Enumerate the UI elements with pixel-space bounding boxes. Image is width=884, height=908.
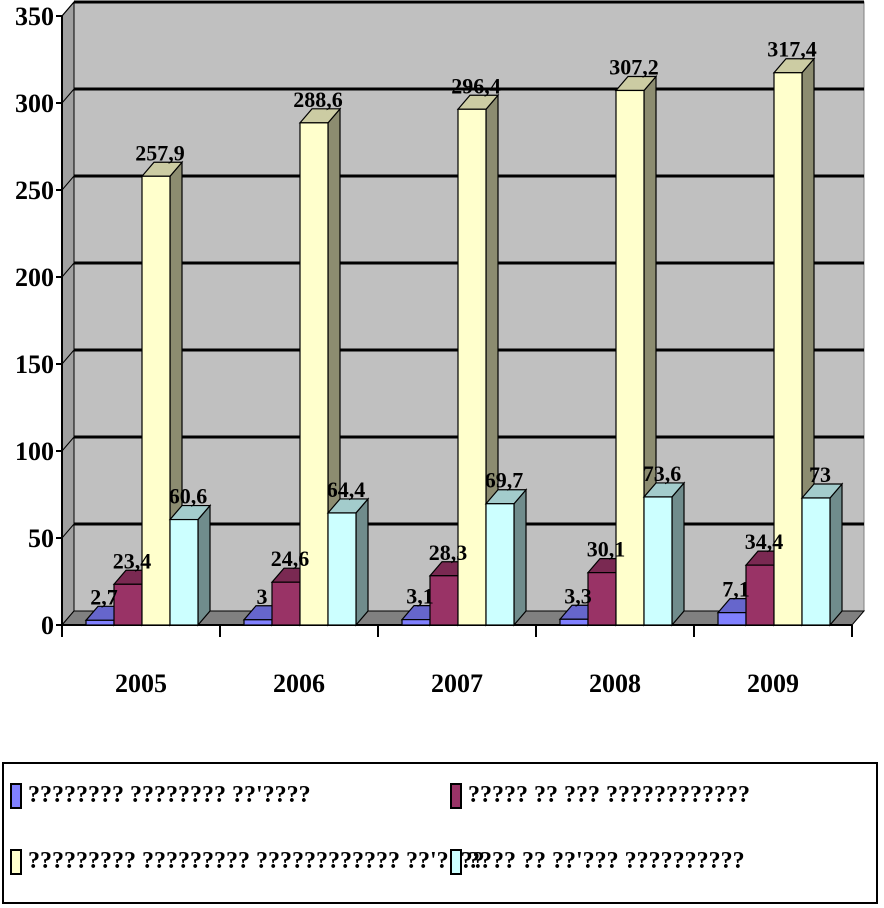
legend-swatch-series-3	[10, 848, 22, 875]
gridline-side	[61, 262, 75, 278]
y-tick-label: 0	[41, 611, 54, 640]
data-label: 60,6	[169, 484, 208, 509]
legend-item-series-1: ???????? ???????? ??'????	[10, 782, 311, 809]
bar-front	[169, 518, 199, 626]
bar	[456, 93, 500, 627]
data-label: 30,1	[587, 537, 626, 562]
x-tick-label: 2009	[747, 669, 799, 698]
bar-front	[745, 564, 775, 626]
data-label: 24,6	[271, 546, 310, 571]
bar-front	[327, 512, 357, 626]
y-tick-label: 300	[15, 89, 54, 118]
bar-side	[355, 497, 369, 627]
y-tick-label: 100	[15, 437, 54, 466]
bar-front	[299, 122, 329, 626]
bar-front	[271, 581, 301, 626]
legend: ???????? ???????? ??'???? ????? ?? ??? ?…	[2, 762, 878, 904]
gridline-side	[61, 523, 75, 539]
bar	[326, 497, 370, 627]
legend-item-series-2: ????? ?? ??? ????????????	[450, 782, 750, 809]
y-axis-ticks: 0 50 100 150 200 250 300 350	[15, 2, 63, 640]
bar-front	[85, 619, 115, 626]
data-label: 34,4	[745, 529, 784, 554]
bar	[642, 481, 686, 627]
bar-front	[457, 108, 487, 626]
y-tick-label: 200	[15, 263, 54, 292]
legend-item-series-4: ???? ?? ??'??? ??????????	[450, 848, 745, 875]
legend-label-series-1: ???????? ???????? ??'????	[28, 782, 311, 808]
bar	[168, 503, 212, 627]
bar-side	[513, 488, 527, 627]
legend-label-series-4: ???? ?? ??'??? ??????????	[468, 848, 745, 874]
data-label: 23,4	[113, 548, 152, 573]
bar	[484, 488, 528, 627]
data-label: 73	[809, 462, 831, 487]
data-label: 3,3	[564, 583, 592, 608]
data-label: 64,4	[327, 477, 366, 502]
gridline-side	[61, 88, 75, 104]
bar-front	[801, 497, 831, 626]
bar	[800, 482, 844, 627]
bar-front	[141, 175, 171, 626]
bar	[298, 107, 342, 627]
bar-side	[829, 482, 843, 627]
bar-front	[429, 575, 459, 626]
x-tick-label: 2007	[431, 669, 483, 698]
data-label: 2,7	[90, 584, 118, 609]
data-label: 69,7	[485, 468, 524, 493]
bar	[772, 57, 816, 627]
legend-swatch-series-2	[450, 782, 462, 809]
legend-label-series-3: ????????? ????????? ???????????? ??'????	[28, 848, 485, 874]
y-tick-label: 150	[15, 350, 54, 379]
bar-side	[197, 503, 211, 627]
data-label: 73,6	[643, 461, 682, 486]
gridline-side	[61, 175, 75, 191]
data-label: 257,9	[135, 140, 185, 165]
y-tick-label: 350	[15, 2, 54, 31]
gridline-side	[61, 436, 75, 452]
bar-side	[671, 481, 685, 627]
data-label: 317,4	[767, 37, 817, 62]
bar-front	[587, 572, 617, 626]
bar-front	[615, 89, 645, 626]
bar-front	[643, 496, 673, 626]
legend-item-series-3: ????????? ????????? ???????????? ??'????	[10, 848, 485, 875]
legend-swatch-series-1	[10, 782, 22, 809]
data-label: 296,4	[451, 73, 501, 98]
bars	[84, 57, 844, 627]
x-axis: 2005 2006 2007 2008 2009	[61, 624, 853, 698]
bar-front	[113, 583, 143, 626]
bar-front	[717, 612, 747, 626]
x-tick-label: 2008	[589, 669, 641, 698]
data-label: 288,6	[293, 87, 343, 112]
legend-swatch-series-4	[450, 848, 462, 875]
x-tick-label: 2005	[115, 669, 167, 698]
bar-front	[773, 72, 803, 626]
legend-label-series-2: ????? ?? ??? ????????????	[468, 782, 750, 808]
bar-front	[559, 618, 589, 626]
data-label: 3,1	[406, 584, 434, 609]
data-label: 3	[257, 584, 268, 609]
data-label: 28,3	[429, 540, 468, 565]
y-tick-label: 50	[28, 524, 54, 553]
data-labels: 2,7 23,4 257,9 60,6 324,6 288,6 64,4 3,1 28,3 296…	[90, 37, 831, 610]
gridline-side	[61, 1, 75, 17]
x-tick-label: 2006	[273, 669, 325, 698]
data-label: 7,1	[722, 577, 750, 602]
bar-front	[401, 619, 431, 626]
gridline-side	[61, 349, 75, 365]
data-label: 307,2	[609, 54, 659, 79]
bar-front	[243, 619, 273, 626]
bar-front	[485, 503, 515, 626]
y-tick-label: 250	[15, 176, 54, 205]
